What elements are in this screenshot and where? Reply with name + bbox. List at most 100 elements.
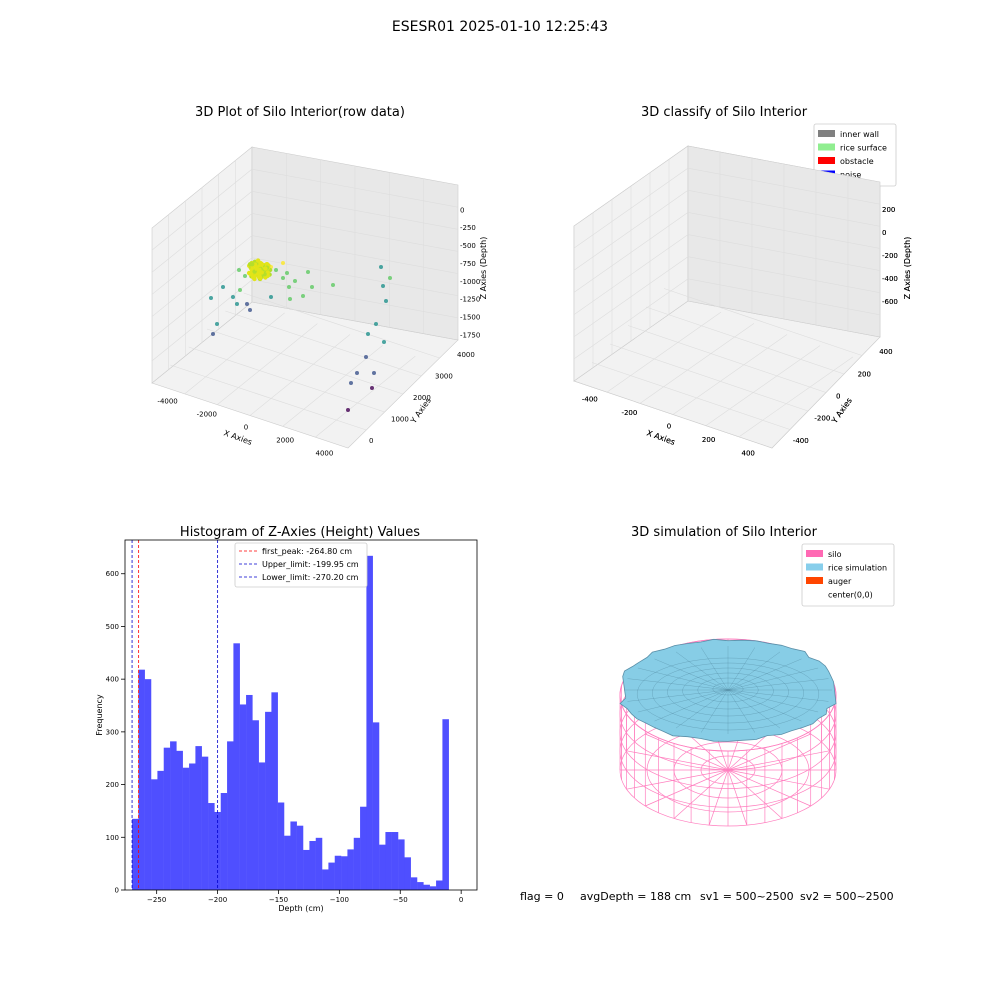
x-tick-label: -400: [582, 396, 598, 404]
raw-point: [264, 262, 269, 267]
z-tick-label: -400: [882, 275, 898, 283]
histogram-bar: [277, 802, 285, 890]
mesh-ray: [727, 689, 756, 733]
histogram-bar: [347, 849, 354, 890]
mesh-ray: [627, 678, 729, 691]
mesh-ray: [727, 647, 756, 691]
z-tick-label: -1750: [460, 331, 480, 339]
legend-label: noise: [840, 171, 861, 180]
y-tick-label: 500: [106, 623, 119, 631]
raw-point: [257, 267, 262, 272]
histogram-bar: [271, 692, 278, 890]
histogram-bar: [220, 793, 228, 890]
classify-legend: inner wall rice surface obstacle noise: [813, 123, 897, 187]
histogram-bar: [423, 884, 430, 890]
silo-top-ring: [619, 638, 837, 752]
z-tick-label: -1250: [460, 296, 480, 304]
y-tick-label: -200: [814, 415, 830, 423]
raw-point: [245, 302, 249, 306]
raw-point: [248, 308, 252, 312]
histogram-bar: [315, 837, 323, 890]
histogram-bar: [303, 849, 310, 890]
legend-swatch: [806, 577, 823, 584]
mesh-ray: [637, 689, 729, 713]
grid-line: [591, 362, 791, 430]
y-tick-label: 0: [836, 393, 840, 401]
raw-point: [211, 332, 215, 336]
histogram-title: Histogram of Z-Axies (Height) Values: [180, 525, 420, 540]
grid-line: [645, 306, 845, 375]
histogram-bar: [398, 839, 405, 890]
grid-line: [251, 190, 459, 230]
panel-raw-title: 3D Plot of Silo Interior(row data): [195, 105, 405, 120]
histogram-bar: [132, 818, 139, 890]
histogram-bar: [208, 803, 215, 890]
z-tick-label: 200: [882, 206, 895, 214]
grid-line: [705, 345, 821, 426]
histogram-bar: [360, 806, 367, 890]
floor-ring: [673, 741, 783, 799]
histogram-bar: [157, 770, 164, 890]
raw-point: [248, 272, 254, 277]
raw-point: [355, 371, 359, 375]
grid-line: [687, 167, 881, 205]
legend-label: rice simulation: [828, 564, 887, 573]
raw-point: [238, 288, 242, 292]
raw-point: [364, 355, 368, 359]
raw-point: [221, 285, 225, 289]
histogram-frame: [124, 539, 478, 891]
raw-point: [250, 262, 255, 267]
x-tick-label: −250: [147, 896, 166, 904]
histogram-bar: [379, 844, 386, 890]
raw-point: [243, 274, 247, 278]
x-tick-label: −150: [269, 896, 288, 904]
y-tick-label: 1000: [391, 416, 409, 424]
mesh-ray: [627, 689, 729, 702]
mesh-ray: [675, 689, 729, 729]
z-tick-label: 0: [882, 229, 886, 237]
grid-line: [663, 288, 863, 356]
x-tick-label: 0: [244, 424, 248, 432]
grid-line: [184, 312, 285, 395]
grid-line: [151, 213, 253, 295]
z-tick-label: -600: [882, 298, 898, 306]
grid-line: [151, 235, 253, 317]
z-tick-label: 0: [460, 206, 464, 214]
histogram-bar: [353, 837, 361, 890]
legend-swatch: [818, 143, 835, 151]
z-tick-label: -400: [882, 275, 898, 283]
raw-point: [372, 371, 376, 375]
panel-simulation-title: 3D simulation of Silo Interior: [631, 525, 818, 540]
mesh-ray: [727, 678, 829, 691]
histogram-bar: [429, 886, 437, 890]
panel-histogram: Histogram of Z-Axies (Height) Values −25…: [95, 525, 478, 913]
histogram-bar: [372, 722, 380, 890]
grid-line: [251, 279, 459, 319]
x-tick-label: −200: [208, 896, 227, 904]
raw-point: [237, 268, 241, 272]
grid-line: [573, 212, 689, 293]
raw-point: [370, 386, 374, 390]
raw-point: [263, 266, 268, 271]
grid-line: [151, 257, 253, 339]
grid-line: [687, 189, 881, 227]
raw-point: [287, 285, 291, 289]
z-tick-label: 0: [882, 229, 886, 237]
z-tick-label: -1000: [460, 278, 480, 286]
histogram-bar: [341, 856, 348, 890]
mesh-ray: [700, 647, 729, 691]
histogram-bar: [138, 669, 145, 890]
histogram-bar: [195, 746, 202, 890]
histogram-bar: [391, 832, 399, 890]
y-tick-label: 4000: [457, 351, 475, 359]
histogram-bar: [201, 756, 209, 890]
grid-line: [206, 328, 404, 395]
mesh-ray: [675, 651, 729, 691]
raw-point: [281, 276, 285, 280]
mesh-ray: [654, 658, 729, 691]
histogram-bar: [404, 857, 411, 890]
x-tick-label: 2000: [276, 437, 294, 445]
footer-flag: flag = 0: [520, 890, 564, 903]
x-tick-label: −50: [393, 896, 408, 904]
